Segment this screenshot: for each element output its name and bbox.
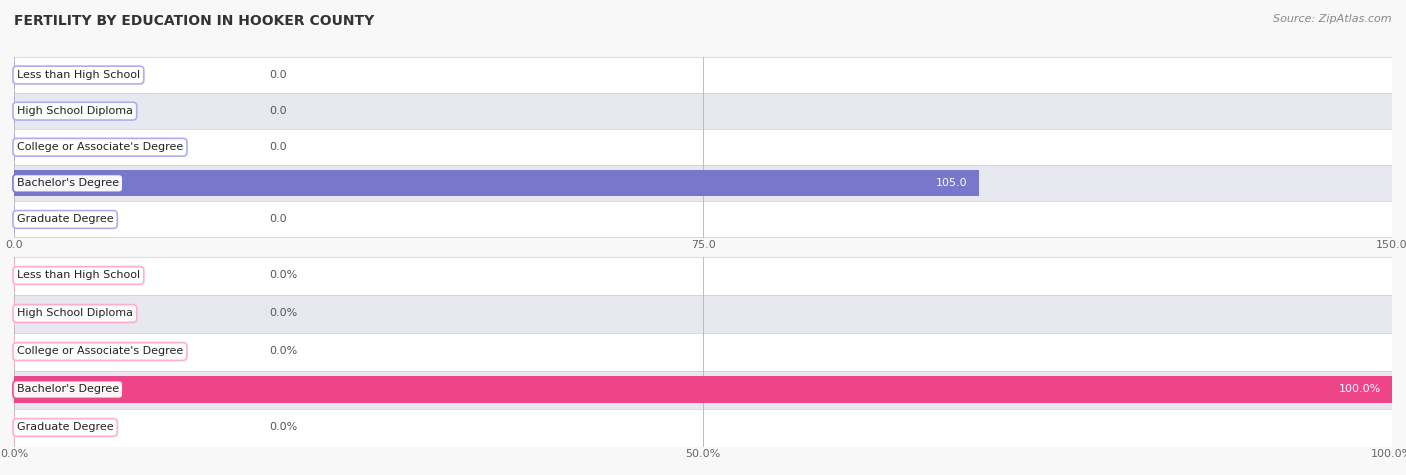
Text: 105.0: 105.0 <box>936 178 967 189</box>
Text: 0.0%: 0.0% <box>269 346 297 357</box>
Text: 0.0: 0.0 <box>269 106 287 116</box>
Text: 0.0: 0.0 <box>269 214 287 225</box>
Text: Bachelor's Degree: Bachelor's Degree <box>17 384 120 395</box>
Text: 0.0%: 0.0% <box>269 422 297 433</box>
Text: Graduate Degree: Graduate Degree <box>17 422 114 433</box>
Text: 0.0%: 0.0% <box>269 270 297 281</box>
Bar <box>14 376 1392 403</box>
Bar <box>14 171 979 196</box>
Text: College or Associate's Degree: College or Associate's Degree <box>17 142 183 152</box>
Bar <box>14 332 1392 371</box>
Bar <box>14 129 1392 165</box>
Bar <box>14 294 1392 332</box>
Text: Less than High School: Less than High School <box>17 270 141 281</box>
Text: College or Associate's Degree: College or Associate's Degree <box>17 346 183 357</box>
Bar <box>14 408 1392 446</box>
Bar <box>14 57 1392 93</box>
Text: Bachelor's Degree: Bachelor's Degree <box>17 178 120 189</box>
Bar <box>14 93 1392 129</box>
Text: 100.0%: 100.0% <box>1339 384 1381 395</box>
Text: 0.0%: 0.0% <box>269 308 297 319</box>
Text: 0.0: 0.0 <box>269 142 287 152</box>
Bar <box>14 256 1392 294</box>
Text: 0.0: 0.0 <box>269 70 287 80</box>
Text: High School Diploma: High School Diploma <box>17 106 132 116</box>
Bar <box>14 165 1392 201</box>
Text: Source: ZipAtlas.com: Source: ZipAtlas.com <box>1274 14 1392 24</box>
Text: High School Diploma: High School Diploma <box>17 308 132 319</box>
Bar <box>14 370 1392 408</box>
Text: FERTILITY BY EDUCATION IN HOOKER COUNTY: FERTILITY BY EDUCATION IN HOOKER COUNTY <box>14 14 374 28</box>
Bar <box>14 201 1392 238</box>
Text: Graduate Degree: Graduate Degree <box>17 214 114 225</box>
Text: Less than High School: Less than High School <box>17 70 141 80</box>
